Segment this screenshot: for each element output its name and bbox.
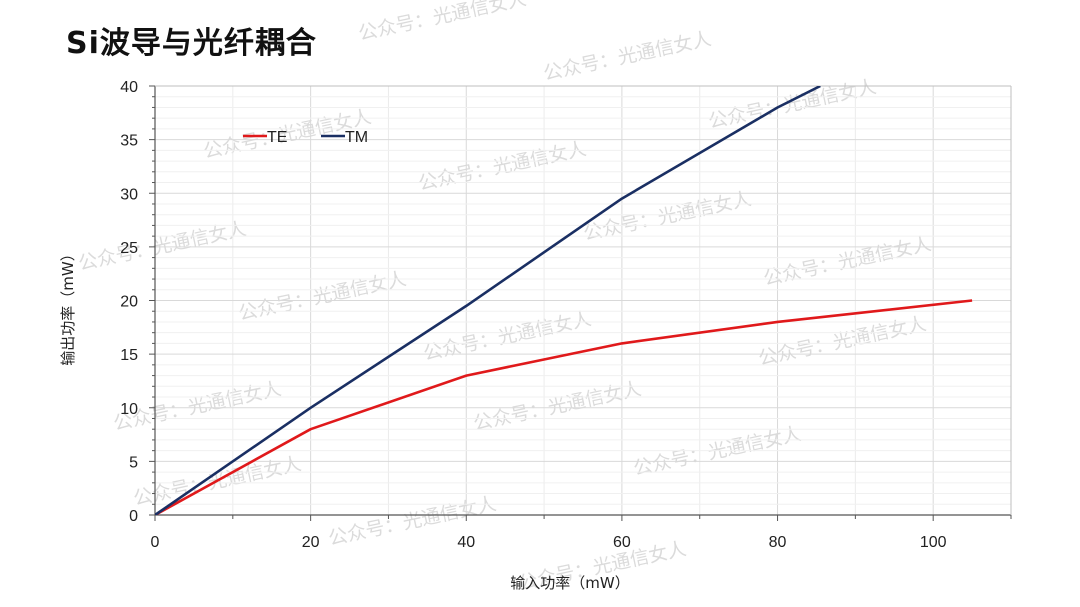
legend: TE TM [243, 129, 368, 146]
watermark-text: 公众号：光通信女人 [541, 28, 713, 85]
y-tick-label: 0 [129, 508, 138, 525]
axes [149, 85, 1012, 521]
x-tick-label: 80 [769, 534, 787, 551]
y-tick-label: 25 [120, 240, 138, 257]
series-line-tm [155, 86, 821, 515]
y-tick-label: 15 [120, 347, 138, 364]
x-tick-labels: 0 20 40 60 80 100 [151, 534, 947, 551]
watermark-text: 公众号：光通信女人 [356, 0, 528, 45]
x-tick-label: 20 [302, 534, 320, 551]
y-tick-label: 30 [120, 186, 138, 203]
series-line-te [155, 299, 973, 515]
x-tick-label: 40 [457, 534, 475, 551]
legend-label-tm: TM [345, 129, 368, 146]
watermark-text: 公众号：光通信女人 [761, 233, 933, 290]
legend-label-te: TE [267, 129, 287, 146]
grid-lines [154, 85, 1012, 516]
series-lines [155, 86, 973, 515]
x-tick-label: 0 [151, 534, 160, 551]
y-tick-label: 20 [120, 294, 138, 311]
watermark-text: 公众号：光通信女人 [76, 218, 248, 275]
x-tick-label: 60 [613, 534, 631, 551]
y-tick-label: 35 [120, 133, 138, 150]
y-tick-label: 5 [129, 454, 138, 471]
watermark-text: 公众号：光通信女人 [236, 268, 408, 325]
page-title: Si波导与光纤耦合 [66, 26, 317, 61]
y-axis-label: 输出功率（mW） [59, 246, 77, 365]
y-tick-label: 40 [120, 79, 138, 96]
y-tick-label: 10 [120, 401, 138, 418]
x-tick-label: 100 [920, 534, 947, 551]
watermark-text: 公众号：光通信女人 [421, 308, 593, 365]
watermark-text: 公众号：光通信女人 [416, 138, 588, 195]
x-axis-label: 输入功率（mW） [510, 574, 629, 592]
watermark-layer: 公众号：光通信女人公众号：光通信女人公众号：光通信女人公众号：光通信女人公众号：… [76, 0, 933, 595]
y-tick-labels: 0 5 10 15 20 25 30 35 40 [120, 79, 138, 525]
watermark-text: 公众号：光通信女人 [706, 76, 878, 133]
